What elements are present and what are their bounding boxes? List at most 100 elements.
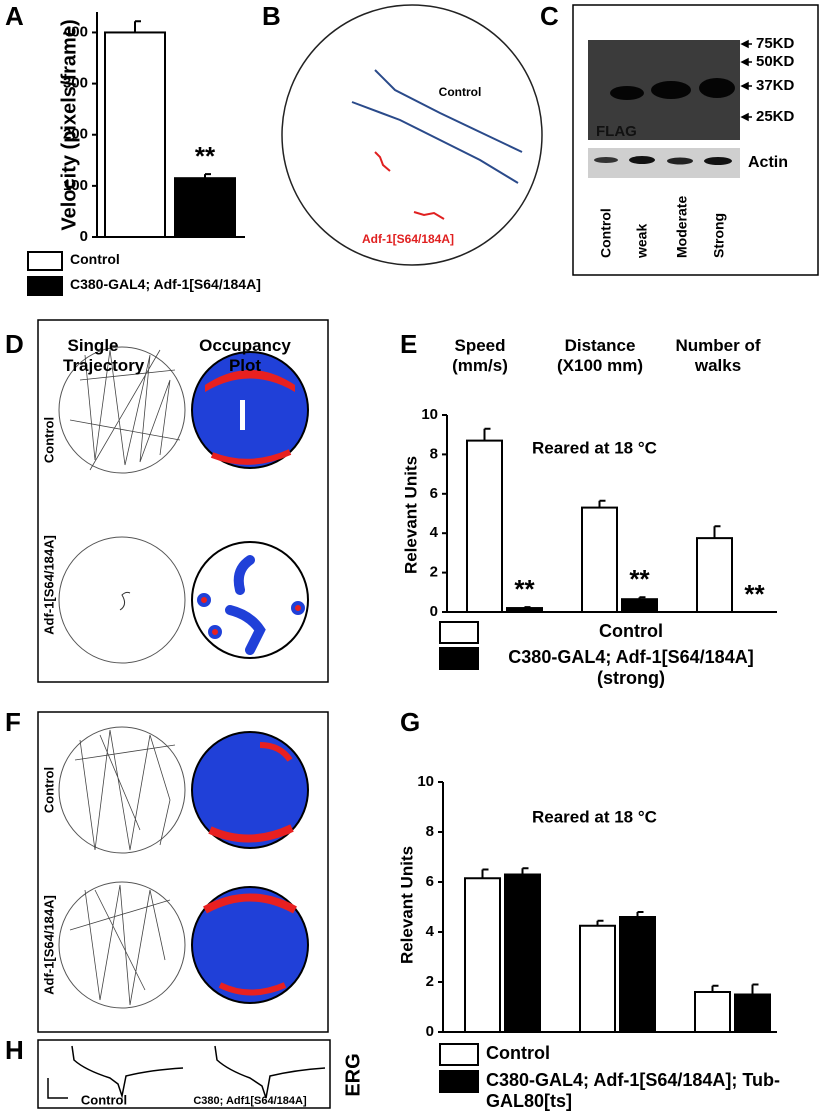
row-label: Control: [41, 417, 56, 463]
legend-swatch: [439, 647, 479, 670]
panel-letter: A: [5, 1, 24, 31]
panel-frame: [37, 711, 329, 1033]
bar: [734, 993, 771, 1033]
legend-swatch: [439, 1070, 479, 1093]
occupancy-hotspot: [203, 893, 297, 914]
band: [629, 156, 655, 164]
trajectory: [374, 69, 523, 153]
blot-label: FLAG: [596, 123, 637, 140]
trajectory: [374, 151, 391, 172]
blot-label: Actin: [748, 154, 788, 171]
panel-frame: [572, 4, 819, 276]
trace-label: Control: [81, 1092, 127, 1107]
y-tick-label: 8: [430, 445, 438, 462]
y-tick-label: 0: [430, 603, 438, 620]
y-tick-label: 4: [426, 923, 435, 940]
bar: [104, 31, 166, 238]
y-tick-label: 100: [63, 177, 88, 194]
y-axis-label: Relevant Units: [397, 846, 416, 964]
trajectory: [69, 349, 181, 471]
trajectory: [119, 591, 131, 611]
occupancy-gap: [240, 400, 245, 430]
significance: **: [195, 141, 216, 171]
lane-label: Strong: [711, 213, 727, 258]
error-bar: [481, 868, 489, 879]
bar: [694, 991, 731, 1033]
y-axis-label: Velocity (pixels/frame): [58, 19, 80, 230]
erg-trace: [214, 1045, 326, 1099]
bar: [466, 439, 503, 613]
arena: [58, 881, 186, 1009]
arena: [58, 536, 186, 664]
legend-swatch: [439, 621, 479, 644]
scale-bar: [47, 1078, 68, 1099]
y-tick-label: 400: [63, 23, 88, 40]
occupancy-plot: [191, 886, 309, 1004]
y-tick-label: 2: [426, 973, 434, 990]
band: [667, 157, 693, 165]
note: Reared at 18 °C: [532, 807, 657, 826]
legend-label: Control: [486, 1043, 550, 1063]
legend-swatch: [439, 1043, 479, 1066]
y-tick-label: 0: [80, 228, 88, 245]
category-label: Distance (X100 mm): [557, 336, 643, 375]
panel-frame: [37, 319, 329, 683]
occupancy-hotspot: [205, 370, 295, 392]
bar: [464, 877, 501, 1033]
trace-label: ERG: [342, 1053, 364, 1096]
marker-label: 50KD: [756, 53, 795, 70]
column-header: Occupancy Plot: [199, 336, 291, 375]
y-tick-label: 10: [421, 406, 438, 423]
trajectory: [69, 884, 171, 1006]
arena: [58, 726, 186, 854]
trajectory-label: Control: [439, 85, 482, 99]
lane-label: Control: [598, 208, 614, 258]
marker-label: 37KD: [756, 77, 795, 94]
bar: [579, 924, 616, 1033]
bar: [619, 916, 656, 1033]
panel-frame: [37, 1039, 331, 1109]
panel-letter: H: [5, 1035, 24, 1065]
row-label: Adf-1[S64/184A]: [41, 895, 56, 995]
error-bar: [713, 525, 721, 539]
arena: [58, 346, 186, 474]
legend-swatch: [27, 251, 63, 271]
legend-label: Control: [70, 251, 120, 267]
bar: [696, 537, 733, 613]
trace-label: C380; Adf1[S64/184A]: [193, 1095, 307, 1107]
category-label: Speed (mm/s): [452, 336, 508, 375]
error-bar: [598, 499, 606, 508]
error-bar: [521, 867, 529, 875]
trajectory: [413, 211, 445, 220]
marker-label: 75KD: [756, 35, 795, 52]
lane-label: Moderate: [674, 196, 690, 258]
occupancy-plot: [191, 731, 309, 849]
bar: [506, 607, 543, 613]
bar: [621, 598, 658, 614]
error-bar: [711, 984, 719, 992]
legend-label: C380-GAL4; Adf-1[S64/184A] (strong): [508, 647, 754, 688]
significance: **: [514, 574, 535, 604]
bar: [174, 177, 236, 238]
y-tick-label: 4: [430, 524, 439, 541]
panel-letter: D: [5, 329, 24, 359]
category-label: Number of walks: [675, 336, 761, 375]
band: [699, 78, 735, 98]
legend-label: Control: [599, 621, 663, 641]
bar: [504, 873, 541, 1033]
occupancy-blob: [291, 601, 305, 615]
row-label: Control: [41, 767, 56, 813]
bar: [581, 506, 618, 613]
panel-letter: C: [540, 1, 559, 31]
y-tick-label: 0: [426, 1023, 434, 1040]
trajectory-label: Adf-1[S64/184A]: [362, 232, 454, 246]
occupancy-hotspot: [259, 742, 293, 762]
trajectory: [351, 101, 519, 184]
legend-swatch: [27, 276, 63, 296]
note: Reared at 18 °C: [532, 438, 657, 457]
arena: [281, 4, 543, 266]
marker-label: 25KD: [756, 108, 795, 125]
y-tick-label: 8: [426, 823, 434, 840]
